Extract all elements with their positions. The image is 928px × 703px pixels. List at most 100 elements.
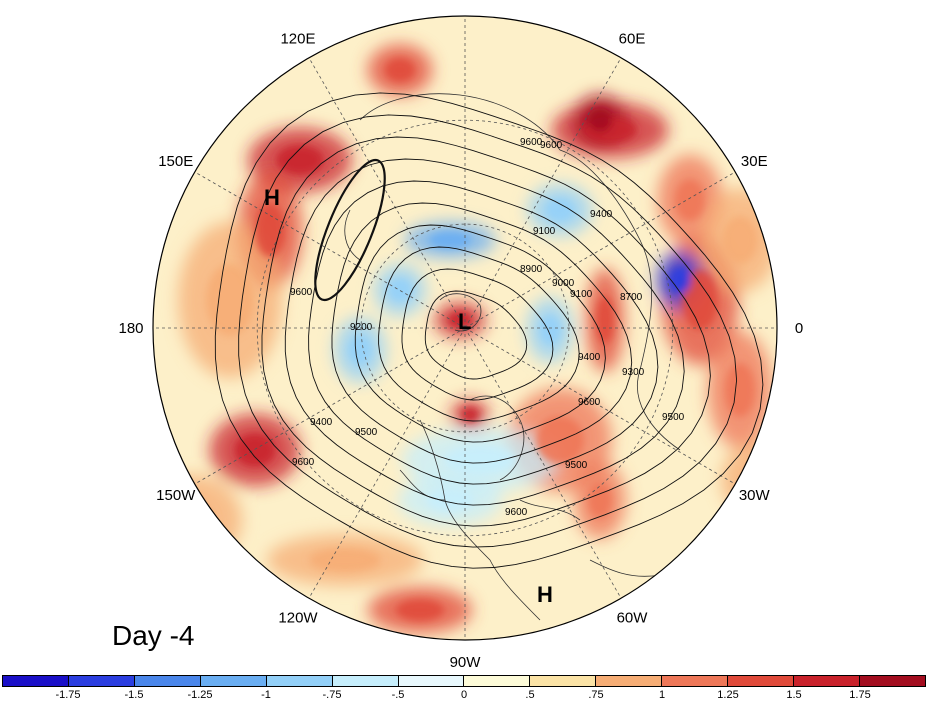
anomaly-core-26 <box>426 488 474 512</box>
colorbar-tick-label: 1.25 <box>717 689 739 701</box>
colorbar-swatch <box>200 676 267 686</box>
height-contours <box>214 92 764 569</box>
contour-label: 8900 <box>520 264 543 275</box>
anomaly-core-1 <box>682 270 718 330</box>
coastline-1 <box>469 395 525 481</box>
contour-line-9500 <box>238 114 738 548</box>
colorbar-tick-label: 1 <box>658 689 666 701</box>
contour-line-9600 <box>214 92 764 569</box>
anomaly-core-20 <box>444 445 516 475</box>
longitude-label: 60W <box>617 609 649 626</box>
anomaly-core-5 <box>234 433 276 467</box>
contour-line-8900 <box>378 246 580 422</box>
contour-label: 9400 <box>590 209 613 220</box>
contour-label: 9400 <box>310 417 333 428</box>
meridian-300 <box>464 327 622 599</box>
anomaly-patch-25 <box>721 441 777 519</box>
contour-label: 9600 <box>540 140 563 151</box>
longitude-label: 120E <box>280 31 315 48</box>
anomaly-core-21 <box>545 198 575 222</box>
anomaly-core-24 <box>166 499 214 541</box>
colorbar-swatch <box>3 676 69 686</box>
contour-label: 9400 <box>578 352 601 363</box>
contour-label: 8700 <box>620 292 643 303</box>
colorbar-swatch <box>68 676 135 686</box>
longitude-label: 120W <box>278 609 318 626</box>
latitude-circle-1 <box>256 119 674 537</box>
colorbar-swatch <box>728 676 795 686</box>
anomaly-core-2 <box>675 179 705 221</box>
low-marker-pole: L <box>458 309 471 334</box>
map-boundary <box>152 15 778 641</box>
contour-line-9100 <box>331 202 633 464</box>
high-marker-atlantic: H <box>537 582 553 607</box>
contour-label: 9500 <box>355 427 378 438</box>
colorbar-tick-label: 0 <box>460 689 468 701</box>
contour-label: 9600 <box>578 397 601 408</box>
longitude-label: 180 <box>118 320 143 337</box>
colorbar-swatch <box>530 676 597 686</box>
longitude-label: 0 <box>795 320 803 337</box>
coastline-5 <box>519 499 661 577</box>
longitude-label: 90W <box>450 654 482 671</box>
colorbar-tick-label: -1.75 <box>55 689 81 701</box>
anomaly-core-8 <box>596 296 614 344</box>
colorbar-tick-label: -.75 <box>322 689 342 701</box>
anomaly-core-23 <box>206 264 254 336</box>
colorbar-swatch <box>134 676 201 686</box>
high-marker-east-asia: H <box>264 185 280 210</box>
anomaly-core-12 <box>725 363 755 417</box>
meridian-30 <box>464 171 736 329</box>
longitude-label: 90E <box>452 0 479 3</box>
anomaly-core-22 <box>388 278 412 302</box>
meridian-150 <box>194 171 466 329</box>
anomaly-core-17 <box>669 266 691 294</box>
colorbar-tick-label: .75 <box>588 689 604 701</box>
contour-label: 9200 <box>350 322 373 333</box>
colorbar-swatch <box>794 676 860 686</box>
anomaly-core-14 <box>309 548 381 572</box>
longitude-label: 150W <box>156 487 196 504</box>
colorbar-labels: -1.75 -1.5 -1.25 -1 -.75 -.5 0 .5 .75 1 1.25 1.5 1.7… <box>0 689 928 703</box>
contour-label: 9300 <box>622 367 645 378</box>
anomaly-core-19 <box>539 315 561 345</box>
contour-line-8800 <box>401 268 554 401</box>
longitude-label: 30W <box>739 487 771 504</box>
longitude-label: 60E <box>619 31 646 48</box>
colorbar <box>2 675 926 687</box>
colorbar-tick-label: 1.75 <box>849 689 871 701</box>
colorbar-tick-label: 1.5 <box>786 689 802 701</box>
contour-line-9300 <box>284 158 685 506</box>
contour-label: 9600 <box>292 457 315 468</box>
meridian-240 <box>308 327 466 599</box>
anomaly-core-7 <box>536 416 584 464</box>
coastline-3 <box>359 93 561 151</box>
anomaly-core-16 <box>429 231 471 249</box>
contour-line-8700 <box>424 290 528 380</box>
colorbar-swatch <box>596 676 663 686</box>
anomaly-core-13 <box>588 108 612 132</box>
contour-label: 9600 <box>290 287 313 298</box>
colorbar-swatch <box>464 676 531 686</box>
contour-line-9000 <box>354 224 606 443</box>
anomaly-core-18 <box>348 335 372 365</box>
anomaly-core-27 <box>588 482 612 518</box>
contour-high-centre <box>314 158 386 302</box>
contour-label: 9500 <box>565 460 588 471</box>
anomaly-core-15 <box>722 216 758 264</box>
colorbar-tick-label: .5 <box>525 689 535 701</box>
meridian-120 <box>308 57 466 329</box>
contour-line-9200 <box>308 180 659 485</box>
meridian-330 <box>464 327 736 485</box>
contour-label: 9500 <box>662 412 685 423</box>
colorbar-swatch <box>662 676 729 686</box>
colorbar-swatch <box>859 676 925 686</box>
day-label: Day -4 <box>112 620 195 651</box>
meridian-60 <box>464 57 622 329</box>
contour-label: 9600 <box>520 137 543 148</box>
contour-label: 9100 <box>570 289 593 300</box>
longitude-labels: 90E 60E 30E 0 30W 60W 90W 120W 150W 180 150E 120E <box>118 0 803 671</box>
anomaly-field <box>153 16 777 640</box>
longitude-label: 150E <box>158 153 193 170</box>
